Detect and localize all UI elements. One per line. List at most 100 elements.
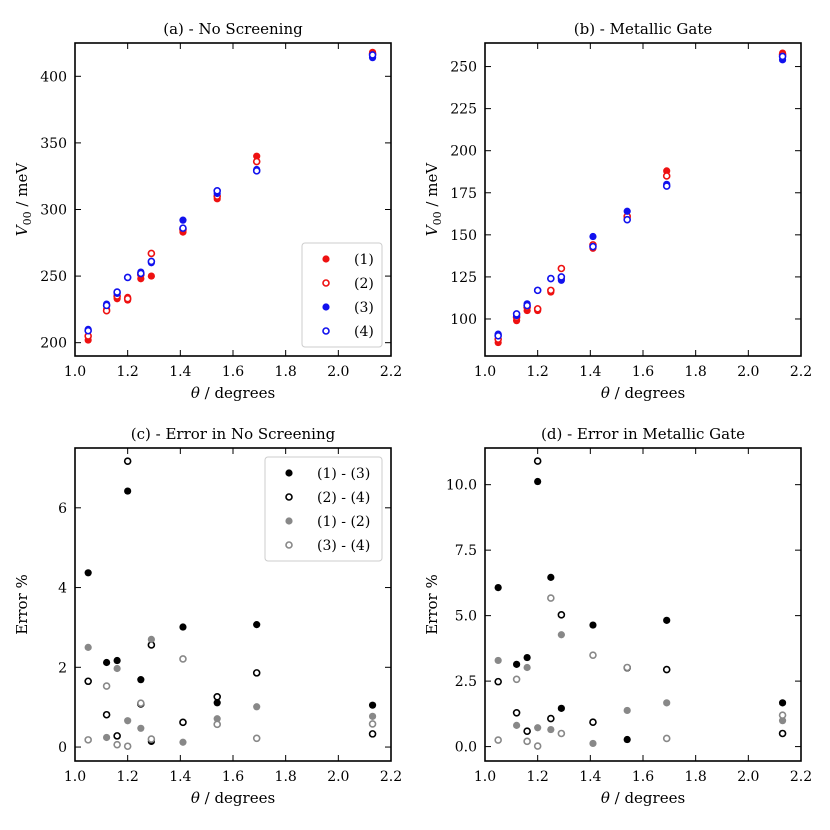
y-axis-unit: / meV bbox=[13, 162, 31, 212]
data-point bbox=[102, 710, 111, 719]
data-point bbox=[84, 736, 92, 744]
x-axis-symbol: θ bbox=[191, 384, 200, 402]
legend-marker bbox=[285, 541, 293, 549]
data-point bbox=[557, 273, 566, 281]
x-axis-label: θ / degrees bbox=[601, 384, 685, 402]
data-point bbox=[123, 742, 132, 751]
legend: (1) (2) (3) (4) bbox=[301, 242, 383, 348]
panel-b: (b) - Metallic Gate 1.0 1.2 1.4 1.6 1.8 2.0 2.2… bbox=[423, 20, 812, 402]
data-point bbox=[523, 301, 531, 310]
legend-marker bbox=[285, 493, 293, 501]
series-3 bbox=[84, 51, 377, 335]
data-point bbox=[113, 740, 121, 749]
data-point bbox=[84, 643, 92, 651]
legend-item: (2) bbox=[322, 276, 374, 292]
data-point bbox=[547, 573, 555, 581]
data-point bbox=[494, 677, 502, 686]
data-point bbox=[137, 699, 145, 707]
x-axis-label: θ / degrees bbox=[191, 384, 275, 402]
data-point bbox=[663, 699, 671, 707]
series-1 bbox=[494, 50, 787, 343]
y-axis-symbol: V bbox=[13, 223, 31, 236]
data-point bbox=[623, 735, 631, 744]
y-tick-label: 7.5 bbox=[455, 543, 477, 559]
legend-label: (3) bbox=[354, 300, 374, 316]
y-tick-label: 150 bbox=[450, 228, 477, 244]
data-point bbox=[589, 739, 597, 748]
data-point bbox=[623, 663, 632, 672]
data-point bbox=[512, 709, 521, 717]
x-axis-unit: / degrees bbox=[610, 789, 685, 807]
data-point bbox=[368, 51, 377, 59]
legend-marker bbox=[322, 255, 330, 263]
data-point bbox=[123, 294, 132, 303]
legend-marker bbox=[322, 327, 330, 335]
x-tick-label: 1.4 bbox=[579, 364, 601, 380]
data-point bbox=[778, 711, 787, 719]
legend-label: (2) bbox=[354, 276, 374, 292]
y-axis-label: V00 / meV bbox=[423, 162, 444, 237]
legend-label: (1) - (3) bbox=[317, 466, 370, 482]
x-tick-label: 2.2 bbox=[790, 769, 812, 785]
data-point bbox=[662, 182, 671, 190]
data-point bbox=[547, 286, 555, 295]
x-tick-label: 1.0 bbox=[474, 769, 496, 785]
data-point bbox=[213, 187, 221, 195]
x-tick-label: 2.2 bbox=[790, 364, 812, 380]
data-point bbox=[124, 487, 132, 495]
data-point bbox=[147, 735, 156, 743]
legend-item: (3) - (4) bbox=[285, 538, 370, 554]
data-point bbox=[252, 167, 261, 175]
data-point bbox=[252, 157, 261, 166]
data-point bbox=[523, 663, 531, 672]
data-point bbox=[494, 584, 502, 592]
x-tick-label: 1.4 bbox=[169, 769, 191, 785]
legend-label: (1) bbox=[354, 252, 374, 268]
x-axis-label: θ / degrees bbox=[601, 789, 685, 807]
legend-item: (4) bbox=[322, 324, 374, 340]
y-tick-label: 175 bbox=[450, 186, 477, 202]
y-tick-label: 125 bbox=[450, 270, 477, 286]
legend-marker bbox=[285, 517, 293, 525]
data-point bbox=[523, 727, 531, 735]
series-1 bbox=[494, 457, 787, 738]
data-point bbox=[494, 332, 502, 340]
data-point bbox=[512, 675, 521, 684]
x-axis-symbol: θ bbox=[191, 789, 200, 807]
x-tick-label: 1.6 bbox=[632, 769, 654, 785]
data-point bbox=[547, 594, 555, 602]
data-point bbox=[533, 457, 542, 465]
y-axis-symbol: V bbox=[423, 223, 441, 236]
y-tick-label: 2.5 bbox=[455, 674, 477, 690]
data-point bbox=[179, 738, 187, 746]
plot-frame bbox=[74, 42, 392, 357]
data-point bbox=[253, 152, 261, 160]
y-tick-label: 10.0 bbox=[446, 478, 477, 494]
x-axis-unit: / degrees bbox=[200, 384, 275, 402]
data-point bbox=[113, 664, 121, 673]
y-tick-label: 200 bbox=[450, 144, 477, 160]
data-point bbox=[547, 725, 555, 734]
data-point bbox=[179, 216, 187, 224]
legend-label: (1) - (2) bbox=[317, 514, 370, 530]
y-axis-label: V00 / meV bbox=[13, 162, 34, 237]
y-axis-label: Error % bbox=[13, 574, 31, 635]
x-tick-label: 2.0 bbox=[737, 769, 759, 785]
x-tick-label: 2.0 bbox=[737, 364, 759, 380]
data-point bbox=[213, 715, 221, 723]
data-point bbox=[589, 232, 597, 241]
legend: (1) - (3) (2) - (4) (1) - (2) (3) - (4) bbox=[264, 456, 383, 562]
data-point bbox=[147, 257, 156, 266]
data-point bbox=[494, 656, 502, 665]
data-point bbox=[213, 693, 221, 701]
plot-frame bbox=[484, 447, 802, 762]
x-tick-label: 2.0 bbox=[327, 364, 349, 380]
x-tick-label: 1.6 bbox=[222, 769, 244, 785]
y-tick-label: 100 bbox=[450, 312, 477, 328]
series-2 bbox=[494, 631, 787, 748]
data-point bbox=[147, 249, 156, 258]
data-point bbox=[179, 655, 187, 663]
data-point bbox=[102, 301, 111, 310]
data-point bbox=[523, 737, 531, 746]
